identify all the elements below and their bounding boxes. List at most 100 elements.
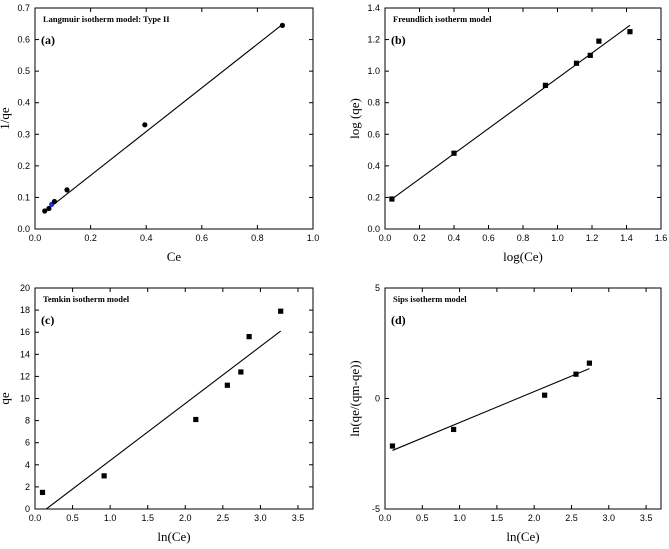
y-tick-label: 0.4 — [367, 161, 380, 171]
x-tick-label: 1.6 — [655, 233, 668, 243]
chart-panel-b: 0.0 0.2 0.4 0.6 0.8 1.0 1.2 1.4 1.6 0.0 0.2 0.4 0.6 0… — [347, 3, 667, 264]
y-tick-label: 4 — [25, 460, 30, 470]
x-tick-label: 0.6 — [482, 233, 495, 243]
y-tick-label: 10 — [20, 394, 30, 404]
data-point — [42, 208, 48, 214]
y-axis-label: qe — [0, 392, 12, 405]
y-tick-label: 0.3 — [17, 129, 30, 139]
x-tick-label: 1.4 — [620, 233, 633, 243]
plot-frame — [384, 7, 662, 230]
x-tick-label: 3.5 — [640, 513, 653, 523]
y-tick-label: 0 — [25, 504, 30, 514]
y-tick-label: 0 — [375, 394, 380, 404]
x-axis-label: log(Ce) — [503, 249, 543, 264]
data-point — [389, 196, 395, 202]
data-point — [278, 308, 284, 314]
y-tick-label: 6 — [25, 438, 30, 448]
fit-line — [391, 24, 631, 200]
x-tick-label: 0.0 — [379, 513, 392, 523]
x-tick-label: 1.0 — [453, 513, 466, 523]
x-tick-label: 1.2 — [586, 233, 599, 243]
y-tick-label: 0.0 — [17, 224, 30, 234]
y-tick-label: 14 — [20, 349, 30, 359]
data-point — [101, 473, 107, 479]
y-tick-label: 8 — [25, 416, 30, 426]
plot-frame — [34, 287, 314, 510]
x-tick-label: 0.0 — [29, 513, 42, 523]
data-point — [46, 205, 52, 212]
data-point — [586, 360, 592, 366]
data-point — [224, 382, 230, 388]
data-point — [573, 371, 579, 377]
data-point — [389, 443, 396, 449]
chart-panel-a: 0.0 0.2 0.4 0.6 0.8 1.0 0.0 0.1 0.2 0.3 0.4 0.5 0.6 0… — [0, 3, 319, 264]
data-point — [51, 198, 58, 205]
chart-panel-d: 0.0 0.5 1.0 1.5 2.0 2.5 3.0 3.5 -5 0 5 ln(Ce) ln(qe/… — [347, 283, 662, 544]
x-tick-label: 3.0 — [254, 513, 267, 523]
x-tick-label: 3.0 — [603, 513, 616, 523]
plot-frame — [34, 7, 314, 230]
x-tick-label: 2.0 — [528, 513, 541, 523]
data-point — [142, 122, 148, 128]
x-tick-label: 0.2 — [413, 233, 426, 243]
panel-label: (c) — [41, 313, 54, 327]
x-tick-label: 1.0 — [104, 513, 117, 523]
fit-line — [45, 330, 282, 510]
chart-title: Sips isotherm model — [393, 294, 467, 304]
x-tick-label: 0.6 — [196, 233, 209, 243]
y-axis-label: 1/qe — [0, 107, 12, 130]
y-tick-label: 0.4 — [17, 98, 30, 108]
x-tick-label: 0.8 — [517, 233, 530, 243]
fit-line — [392, 368, 590, 451]
y-tick-label: 0.6 — [367, 129, 380, 139]
x-tick-label: 1.0 — [307, 233, 320, 243]
data-point — [246, 334, 252, 340]
y-tick-label: 0.8 — [367, 98, 380, 108]
y-tick-label: 0.5 — [17, 66, 30, 76]
x-tick-label: 2.5 — [565, 513, 578, 523]
y-axis-label: log (qe) — [347, 98, 362, 139]
data-point — [573, 60, 580, 66]
chart-title: Langmuir isotherm model: Type II — [43, 14, 170, 24]
chart-title: Temkin isotherm model — [43, 294, 130, 304]
panel-label: (d) — [391, 313, 406, 327]
data-point — [627, 29, 633, 35]
data-point — [451, 150, 457, 156]
x-axis-label: Ce — [167, 249, 182, 264]
y-tick-label: 0.2 — [17, 161, 30, 171]
x-tick-label: 0.0 — [379, 233, 392, 243]
y-tick-label: 18 — [20, 305, 30, 315]
y-tick-label: 1.0 — [367, 66, 380, 76]
x-tick-label: 3.5 — [292, 513, 305, 523]
data-point — [238, 369, 244, 375]
x-tick-label: 1.5 — [491, 513, 504, 523]
y-tick-label: 16 — [20, 327, 30, 337]
x-tick-label: 2.0 — [179, 513, 192, 523]
chart-panel-c: 0.0 0.5 1.0 1.5 2.0 2.5 3.0 3.5 0 2 4 6 8 10 12 14 16 18 2… — [0, 283, 314, 544]
data-point — [542, 82, 549, 88]
y-tick-label: 5 — [375, 283, 380, 293]
y-tick-label: 0.7 — [17, 3, 30, 13]
chart-title: Freundlich isotherm model — [393, 14, 492, 24]
y-tick-label: 20 — [20, 283, 30, 293]
x-tick-label: 0.0 — [29, 233, 42, 243]
x-tick-label: 0.4 — [140, 233, 153, 243]
data-point — [279, 22, 286, 28]
y-tick-label: 1.2 — [367, 35, 380, 45]
data-point — [596, 38, 602, 44]
x-tick-label: 0.4 — [448, 233, 461, 243]
x-tick-label: 0.5 — [416, 513, 429, 523]
data-point — [39, 489, 46, 496]
y-tick-label: -5 — [372, 504, 380, 514]
y-axis-label: ln(qe/(qm-qe)) — [347, 360, 362, 437]
y-tick-label: 0.2 — [367, 192, 380, 202]
y-tick-label: 12 — [20, 371, 30, 381]
data-point — [193, 416, 199, 423]
y-tick-label: 0.1 — [17, 192, 30, 202]
x-tick-label: 0.2 — [84, 233, 97, 243]
x-axis-label: ln(Ce) — [157, 529, 190, 544]
panel-label: (b) — [391, 33, 406, 47]
data-point — [542, 392, 548, 398]
x-tick-label: 2.5 — [217, 513, 230, 523]
